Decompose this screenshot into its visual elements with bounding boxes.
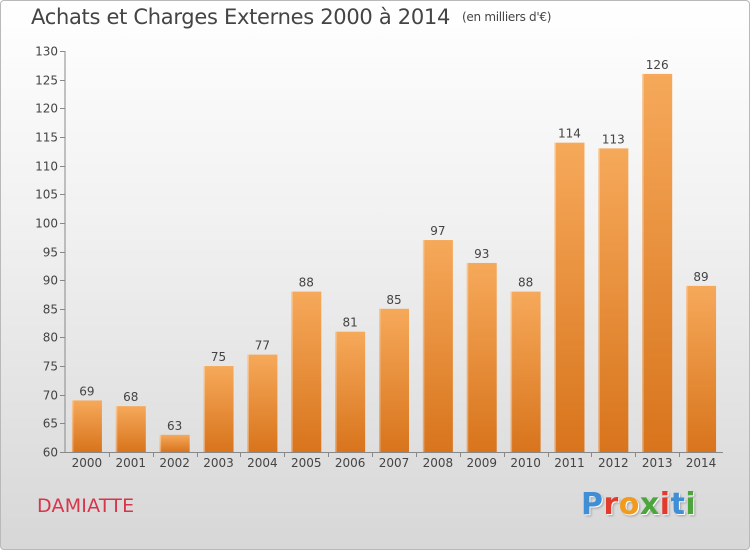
- y-tick-label: 70: [43, 389, 58, 403]
- data-label-2004: 77: [255, 339, 270, 353]
- bar-2010: [510, 291, 541, 452]
- bar-highlight: [71, 400, 74, 452]
- brand-letter: P: [581, 487, 604, 522]
- y-tick-label: 80: [43, 331, 58, 345]
- bar-highlight: [203, 366, 206, 452]
- bar-2008: [422, 240, 453, 452]
- bar-highlight: [686, 285, 688, 452]
- data-label-2000: 69: [79, 384, 94, 398]
- y-tick-label: 110: [35, 160, 58, 174]
- unit-note: (en milliers d'€): [462, 10, 552, 24]
- data-label-2012: 113: [602, 132, 625, 146]
- x-tick-label-2004: 2004: [247, 456, 278, 470]
- y-tick-label: 60: [43, 446, 58, 460]
- y-tick-label: 95: [43, 246, 58, 260]
- x-tick-label-2003: 2003: [203, 456, 234, 470]
- x-tick-label-2006: 2006: [335, 456, 366, 470]
- brand-letter: x: [639, 487, 660, 522]
- y-tick-label: 130: [35, 45, 58, 59]
- brand-letter: r: [603, 487, 619, 522]
- x-tick-label-2013: 2013: [642, 456, 673, 470]
- data-label-2005: 88: [299, 276, 314, 290]
- bar-highlight: [642, 73, 644, 453]
- data-label-2009: 93: [474, 247, 489, 261]
- bar-highlight: [598, 148, 600, 452]
- bar-2007: [379, 308, 409, 452]
- data-label-2006: 81: [342, 316, 357, 330]
- x-tick-label-2014: 2014: [686, 456, 717, 470]
- bar-highlight: [247, 354, 249, 452]
- bar-2004: [247, 354, 278, 452]
- data-label-2014: 89: [693, 270, 708, 284]
- bar-highlight: [379, 308, 381, 452]
- x-tick-label-2008: 2008: [423, 456, 454, 470]
- chart-title: Achats et Charges Externes 2000 à 2014 (e…: [31, 5, 551, 29]
- bar-2002: [159, 434, 190, 452]
- bar-2013: [642, 73, 673, 453]
- brand-letter: i: [685, 487, 697, 522]
- x-tick-label-2012: 2012: [598, 456, 629, 470]
- data-label-2010: 88: [518, 276, 533, 290]
- y-tick-label: 65: [43, 417, 58, 431]
- data-label-2011: 114: [558, 127, 581, 141]
- brand-letter: t: [670, 487, 686, 522]
- y-tick-label: 85: [43, 303, 58, 317]
- proxiti-logo[interactable]: Proxiti: [581, 487, 696, 522]
- x-tick-label-2002: 2002: [159, 456, 190, 470]
- bar-highlight: [466, 262, 469, 452]
- brand-letter: o: [618, 487, 640, 522]
- bar-2003: [203, 366, 234, 452]
- data-label-2008: 97: [430, 224, 445, 238]
- brand-letter: i: [659, 487, 671, 522]
- bar-highlight: [291, 291, 293, 452]
- x-tick-label-2007: 2007: [379, 456, 410, 470]
- data-label-2007: 85: [386, 293, 401, 307]
- bar-2011: [554, 142, 585, 452]
- x-tick-label-2005: 2005: [291, 456, 322, 470]
- data-label-2003: 75: [211, 350, 226, 364]
- x-tick-label-2001: 2001: [116, 456, 147, 470]
- y-tick-label: 100: [35, 217, 58, 231]
- bar-2014: [686, 285, 717, 452]
- y-tick-label: 75: [43, 360, 58, 374]
- bar-highlight: [115, 406, 118, 452]
- commune-name: DAMIATTE: [37, 495, 135, 517]
- data-label-2013: 126: [646, 58, 669, 72]
- x-tick-label-2010: 2010: [510, 456, 541, 470]
- bar-highlight: [159, 434, 162, 452]
- y-tick-label: 105: [35, 188, 58, 202]
- x-tick-label-2009: 2009: [466, 456, 497, 470]
- x-tick-label-2011: 2011: [554, 456, 585, 470]
- bar-highlight: [422, 240, 425, 452]
- bar-2000: [71, 400, 102, 452]
- bar-2001: [115, 406, 146, 452]
- y-tick-label: 90: [43, 274, 58, 288]
- bar-2006: [335, 331, 366, 452]
- bar-2012: [598, 148, 629, 452]
- bar-highlight: [510, 291, 513, 452]
- data-label-2002: 63: [167, 419, 182, 433]
- chart-title-text: Achats et Charges Externes 2000 à 2014: [31, 5, 451, 29]
- bar-highlight: [554, 142, 556, 452]
- bar-highlight: [335, 331, 337, 452]
- data-label-2001: 68: [123, 390, 138, 404]
- y-tick-label: 125: [35, 74, 58, 88]
- bar-2009: [466, 262, 497, 452]
- x-tick-label-2000: 2000: [72, 456, 103, 470]
- y-tick-label: 115: [35, 131, 58, 145]
- bar-2005: [291, 291, 322, 452]
- y-tick-label: 120: [35, 102, 58, 116]
